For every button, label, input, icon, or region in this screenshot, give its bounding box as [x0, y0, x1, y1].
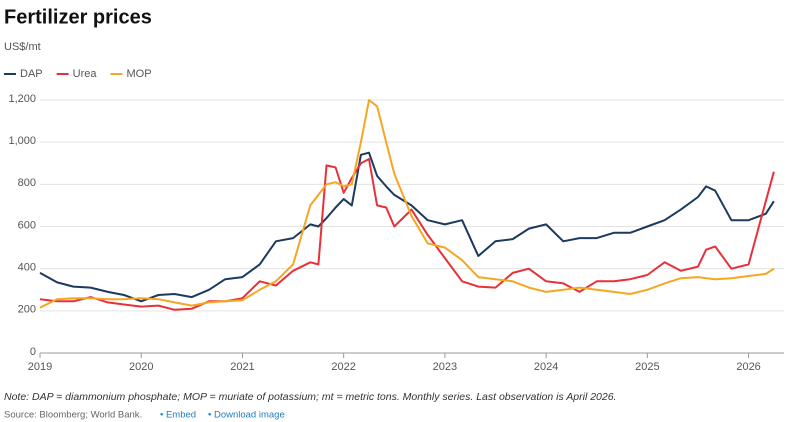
x-tick-label: 2021: [230, 361, 254, 373]
chart-title: Fertilizer prices: [4, 6, 152, 28]
x-tick-label: 2024: [534, 361, 558, 373]
download-link[interactable]: • Download image: [208, 410, 285, 421]
legend-label: DAP: [20, 68, 43, 80]
data-line: [39, 158, 775, 311]
source: Source: Bloomberg; World Bank.: [4, 410, 142, 421]
embed-link[interactable]: • Embed: [160, 410, 196, 421]
legend-label: Urea: [73, 68, 98, 80]
note: Note: DAP = diammonium phosphate; MOP = …: [4, 391, 616, 403]
x-tick-label: 2022: [331, 361, 355, 373]
y-tick-label: 1,200: [8, 93, 36, 105]
legend-label: MOP: [126, 68, 151, 80]
x-tick-label: 2025: [635, 361, 659, 373]
y-tick-label: 0: [30, 346, 36, 358]
x-tick-label: 2020: [129, 361, 153, 373]
x-tick-label: 2026: [736, 361, 760, 373]
y-tick-label: 600: [18, 219, 36, 231]
x-tick-label: 2019: [28, 361, 52, 373]
y-tick-label: 400: [18, 262, 36, 274]
x-tick-label: 2023: [433, 361, 457, 373]
data-line: [39, 151, 775, 303]
data-line: [39, 99, 775, 309]
unit-label: US$/mt: [4, 41, 41, 53]
y-tick-label: 1,000: [8, 135, 36, 147]
y-tick-label: 200: [18, 304, 36, 316]
y-tick-label: 800: [18, 177, 36, 189]
